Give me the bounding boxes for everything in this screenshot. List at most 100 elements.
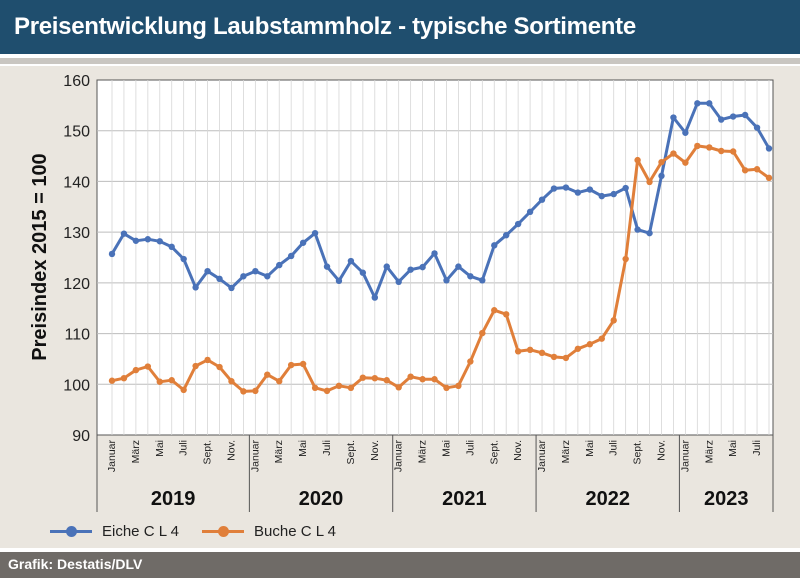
- data-point-buche: [729, 148, 737, 155]
- x-month-label: Januar: [249, 440, 261, 473]
- data-point-eiche: [718, 116, 725, 123]
- data-point-eiche: [503, 231, 510, 239]
- data-point-buche: [120, 375, 128, 382]
- data-point-buche: [467, 358, 474, 365]
- data-point-eiche: [120, 230, 128, 237]
- data-point-buche: [347, 384, 355, 392]
- data-point-eiche: [359, 269, 367, 276]
- y-tick-label: 120: [63, 276, 90, 293]
- data-point-eiche: [192, 284, 199, 291]
- y-tick-label: 90: [72, 428, 90, 445]
- x-month-label: Sept.: [345, 440, 357, 465]
- data-point-buche: [168, 377, 175, 384]
- data-point-buche: [204, 356, 211, 364]
- x-month-label: Mai: [727, 440, 739, 457]
- data-point-buche: [276, 378, 283, 385]
- x-month-label: März: [703, 440, 715, 463]
- legend-eiche-marker: [66, 526, 77, 537]
- legend-eiche: Eiche C L 4: [50, 521, 179, 541]
- data-point-buche: [144, 363, 152, 370]
- data-point-eiche: [371, 294, 378, 301]
- data-point-eiche: [682, 129, 689, 136]
- x-month-label: Juli: [751, 440, 763, 456]
- data-point-eiche: [431, 250, 438, 257]
- data-point-buche: [443, 384, 450, 392]
- data-point-eiche: [586, 186, 594, 193]
- source-credit: Grafik: Destatis/DLV: [8, 556, 143, 572]
- x-month-label: Mai: [440, 440, 452, 457]
- data-point-buche: [526, 346, 534, 353]
- data-point-eiche: [729, 113, 737, 120]
- data-point-eiche: [526, 208, 534, 216]
- legend-eiche-swatch: [50, 521, 92, 541]
- x-month-label: Nov.: [512, 440, 524, 461]
- data-point-eiche: [443, 277, 450, 284]
- x-month-label: Sept.: [632, 440, 644, 465]
- data-point-eiche: [514, 220, 522, 228]
- data-point-eiche: [455, 263, 462, 270]
- x-month-label: Juli: [608, 440, 620, 456]
- data-point-buche: [706, 144, 713, 151]
- title-bar: Preisentwicklung Laubstammholz - typisch…: [0, 0, 800, 54]
- x-month-label: Sept.: [202, 440, 214, 465]
- data-point-buche: [765, 174, 773, 182]
- legend-buche-marker: [218, 526, 229, 537]
- year-label: 2019: [151, 488, 196, 510]
- data-point-buche: [682, 159, 689, 166]
- year-label: 2023: [704, 488, 749, 510]
- data-point-buche: [216, 363, 223, 371]
- data-point-buche: [491, 307, 498, 314]
- data-point-eiche: [335, 277, 343, 285]
- data-point-eiche: [204, 267, 211, 275]
- y-tick-label: 100: [63, 377, 90, 394]
- data-point-eiche: [598, 192, 605, 200]
- data-point-buche: [479, 329, 486, 337]
- data-point-buche: [264, 371, 271, 378]
- y-axis-title: Preisindex 2015 = 100: [29, 153, 51, 360]
- data-point-buche: [622, 255, 629, 263]
- data-point-eiche: [550, 185, 558, 192]
- x-month-label: Mai: [584, 440, 596, 457]
- y-tick-label: 140: [63, 174, 90, 191]
- data-point-eiche: [658, 172, 665, 180]
- data-point-buche: [455, 382, 462, 390]
- data-point-eiche: [419, 263, 426, 271]
- y-tick-label: 110: [64, 327, 90, 344]
- data-point-eiche: [706, 100, 713, 107]
- x-month-label: Juli: [178, 440, 190, 456]
- data-point-buche: [550, 353, 558, 361]
- x-month-label: Nov.: [369, 440, 381, 461]
- data-point-eiche: [741, 111, 749, 119]
- year-label: 2020: [299, 488, 344, 510]
- x-month-label: Januar: [393, 440, 405, 473]
- data-point-eiche: [634, 226, 641, 233]
- data-point-buche: [741, 167, 749, 174]
- legend-buche-label: Buche C L 4: [254, 522, 336, 540]
- data-point-buche: [586, 341, 594, 348]
- data-point-eiche: [395, 278, 402, 286]
- x-month-label: Juli: [321, 440, 333, 456]
- data-point-eiche: [574, 189, 582, 196]
- data-point-eiche: [228, 284, 235, 292]
- data-point-buche: [634, 156, 641, 164]
- data-point-eiche: [311, 229, 319, 237]
- x-month-label: März: [273, 440, 285, 463]
- data-point-buche: [562, 354, 570, 362]
- data-point-buche: [419, 376, 426, 383]
- data-point-eiche: [299, 239, 307, 246]
- data-point-buche: [228, 378, 235, 385]
- footer-bar: Grafik: Destatis/DLV: [0, 552, 800, 578]
- x-month-label: März: [560, 440, 572, 463]
- data-point-eiche: [670, 114, 677, 121]
- data-point-eiche: [180, 255, 187, 263]
- data-point-buche: [335, 382, 343, 390]
- data-point-buche: [156, 378, 163, 385]
- data-point-buche: [503, 311, 510, 318]
- data-point-buche: [670, 150, 677, 157]
- data-point-eiche: [252, 267, 259, 275]
- data-point-buche: [192, 362, 199, 370]
- legend-buche-swatch: [202, 521, 244, 541]
- data-point-buche: [395, 384, 402, 391]
